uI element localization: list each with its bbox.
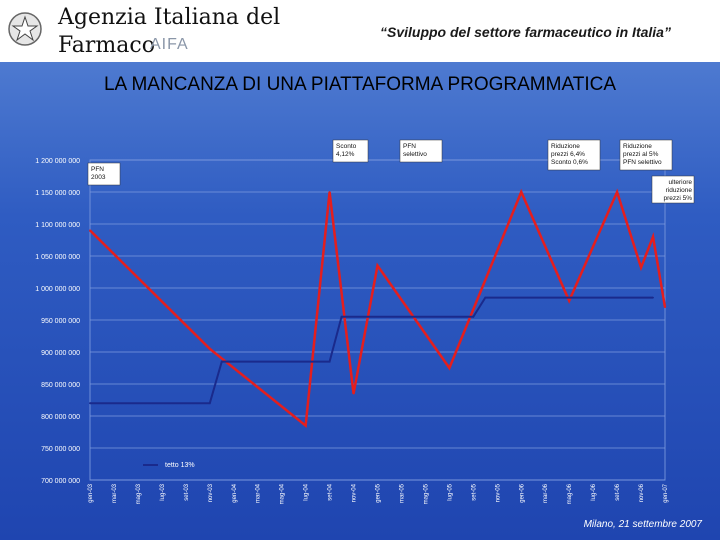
x-tick-label: mag-03 <box>136 483 142 504</box>
annotation-text: PFN 2003 <box>91 166 106 181</box>
y-tick-label: 1 150 000 000 <box>35 190 80 197</box>
ceiling-series-point <box>328 360 331 363</box>
x-tick-label: set-04 <box>328 483 334 500</box>
x-tick-label: gen-06 <box>519 483 525 502</box>
red-series-point <box>304 424 307 427</box>
red-series-point <box>640 266 642 269</box>
x-tick-label: mar-05 <box>399 483 405 503</box>
annotation-box <box>399 139 443 163</box>
presentation-subtitle: “Sviluppo del settore farmaceutico in It… <box>380 24 671 40</box>
red-series-point <box>616 191 618 193</box>
x-tick-label: nov-04 <box>352 483 358 502</box>
annotation-text: Riduzione prezzi al 5% PFN selettivo <box>623 143 662 166</box>
annotation-text: Sconto 4,12% <box>336 143 357 158</box>
y-tick-label: 900 000 000 <box>41 350 80 357</box>
red-series-point <box>89 229 91 232</box>
red-series-line <box>89 188 667 429</box>
y-tick-label: 1 000 000 000 <box>35 286 80 293</box>
x-tick-label: mar-04 <box>256 483 262 503</box>
annotation-text: PFN selettivo <box>403 143 427 158</box>
annotation-box <box>651 175 695 204</box>
x-tick-label: set-05 <box>471 483 477 500</box>
y-tick-label: 800 000 000 <box>41 414 80 421</box>
red-series-point <box>376 264 379 267</box>
x-tick-label: gen-05 <box>376 483 382 502</box>
y-tick-label: 950 000 000 <box>41 318 80 325</box>
ceiling-series-line <box>90 296 654 405</box>
annotation-box <box>547 139 601 171</box>
y-tick-label: 750 000 000 <box>41 446 80 453</box>
ceiling-series-point <box>340 315 343 318</box>
annotation-box <box>332 139 369 163</box>
annotation-box <box>619 139 673 171</box>
x-tick-label: lug-05 <box>447 483 453 500</box>
ceiling-series-point <box>208 402 211 405</box>
annotation-text: ulteriore riduzione prezzi 5% <box>663 179 692 202</box>
red-series-point <box>520 191 523 193</box>
y-tick-label: 700 000 000 <box>41 478 80 485</box>
republic-emblem-icon <box>8 12 42 46</box>
ceiling-series-point <box>484 296 487 299</box>
x-tick-label: nov-03 <box>208 483 214 502</box>
aifa-logo: AIFA <box>150 36 189 53</box>
y-tick-label: 1 050 000 000 <box>35 254 80 261</box>
ceiling-series-point <box>220 360 223 363</box>
annotations: Sconto 4,12% PFN selettivo Riduzione prezzi 6… <box>87 139 695 204</box>
x-tick-label: gen-07 <box>663 483 669 502</box>
x-tick-label: gen-04 <box>232 483 238 502</box>
x-tick-label: set-06 <box>615 483 621 500</box>
agency-name: Agenzia Italiana del Farmaco <box>58 5 281 58</box>
y-tick-label: 1 100 000 000 <box>35 222 80 229</box>
red-series-point <box>448 367 451 369</box>
red-series-point <box>328 191 331 193</box>
red-series-point <box>568 299 571 302</box>
x-tick-label: nov-06 <box>639 483 645 502</box>
x-tick-label: lug-03 <box>160 483 166 500</box>
ceiling-series-point <box>652 296 654 299</box>
x-tick-label: mar-03 <box>112 483 118 503</box>
x-tick-label: set-03 <box>184 483 190 500</box>
annotation-text: Riduzione prezzi 6,4% Sconto 0,6% <box>551 143 588 166</box>
annotation-box <box>87 162 121 186</box>
y-tick-label: 850 000 000 <box>41 382 80 389</box>
x-tick-label: mag-06 <box>567 483 573 504</box>
header: Agenzia Italiana del Farmaco AIFA “Svilu… <box>0 0 720 62</box>
red-series-point <box>664 306 666 309</box>
x-tick-label: mag-04 <box>280 483 286 504</box>
red-series-point <box>652 235 654 238</box>
red-series-point <box>208 347 211 350</box>
x-tick-label: lug-04 <box>304 483 310 500</box>
x-tick-label: lug-06 <box>591 483 597 500</box>
ceiling-series-point <box>89 402 91 405</box>
x-tick-label: mag-05 <box>423 483 429 504</box>
slide-title: LA MANCANZA DI UNA PIATTAFORMA PROGRAMMA… <box>103 74 616 95</box>
footer-date: Milano, 21 settembre 2007 <box>583 519 702 530</box>
red-series-point <box>352 392 355 395</box>
x-tick-label: nov-05 <box>495 483 501 502</box>
legend-label: tetto 13% <box>165 462 195 469</box>
ceiling-series-point <box>472 315 475 318</box>
x-tick-label: mar-06 <box>543 483 549 503</box>
x-tick-label: gen-03 <box>88 483 94 502</box>
y-tick-label: 1 200 000 000 <box>35 158 80 165</box>
